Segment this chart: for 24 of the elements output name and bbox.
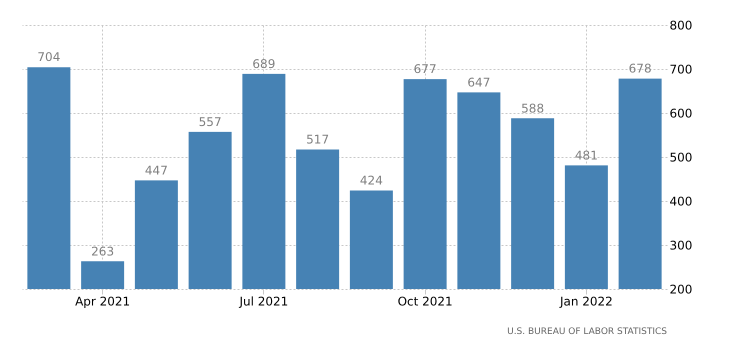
data-label: 704: [37, 50, 60, 64]
x-tick-label: Apr 2021: [75, 294, 130, 308]
data-label: 424: [360, 173, 383, 188]
x-tick-label: Oct 2021: [398, 294, 453, 308]
y-tick-label: 200: [670, 282, 692, 296]
x-tick-label: Jul 2021: [238, 294, 288, 308]
x-tick-label: Jan 2022: [558, 294, 613, 308]
y-tick-label: 500: [670, 150, 692, 164]
data-label: 588: [521, 101, 544, 116]
data-label: 557: [198, 114, 222, 129]
data-label: 263: [91, 244, 114, 258]
data-label: 689: [252, 56, 276, 71]
text: U.S. BUREAU OF LABOR STATISTICS: [507, 327, 668, 337]
y-tick-label: 300: [670, 238, 692, 252]
data-label: 647: [467, 75, 490, 90]
y-tick-label: 700: [670, 62, 692, 76]
data-label: 481: [574, 148, 598, 162]
data-label: 678: [628, 62, 652, 76]
data-label: 677: [414, 62, 437, 76]
y-tick-label: 400: [670, 194, 692, 208]
data-label: 517: [306, 132, 330, 147]
y-tick-label: 600: [670, 106, 692, 120]
data-label: 447: [144, 163, 168, 178]
y-tick-label: 800: [670, 18, 692, 32]
